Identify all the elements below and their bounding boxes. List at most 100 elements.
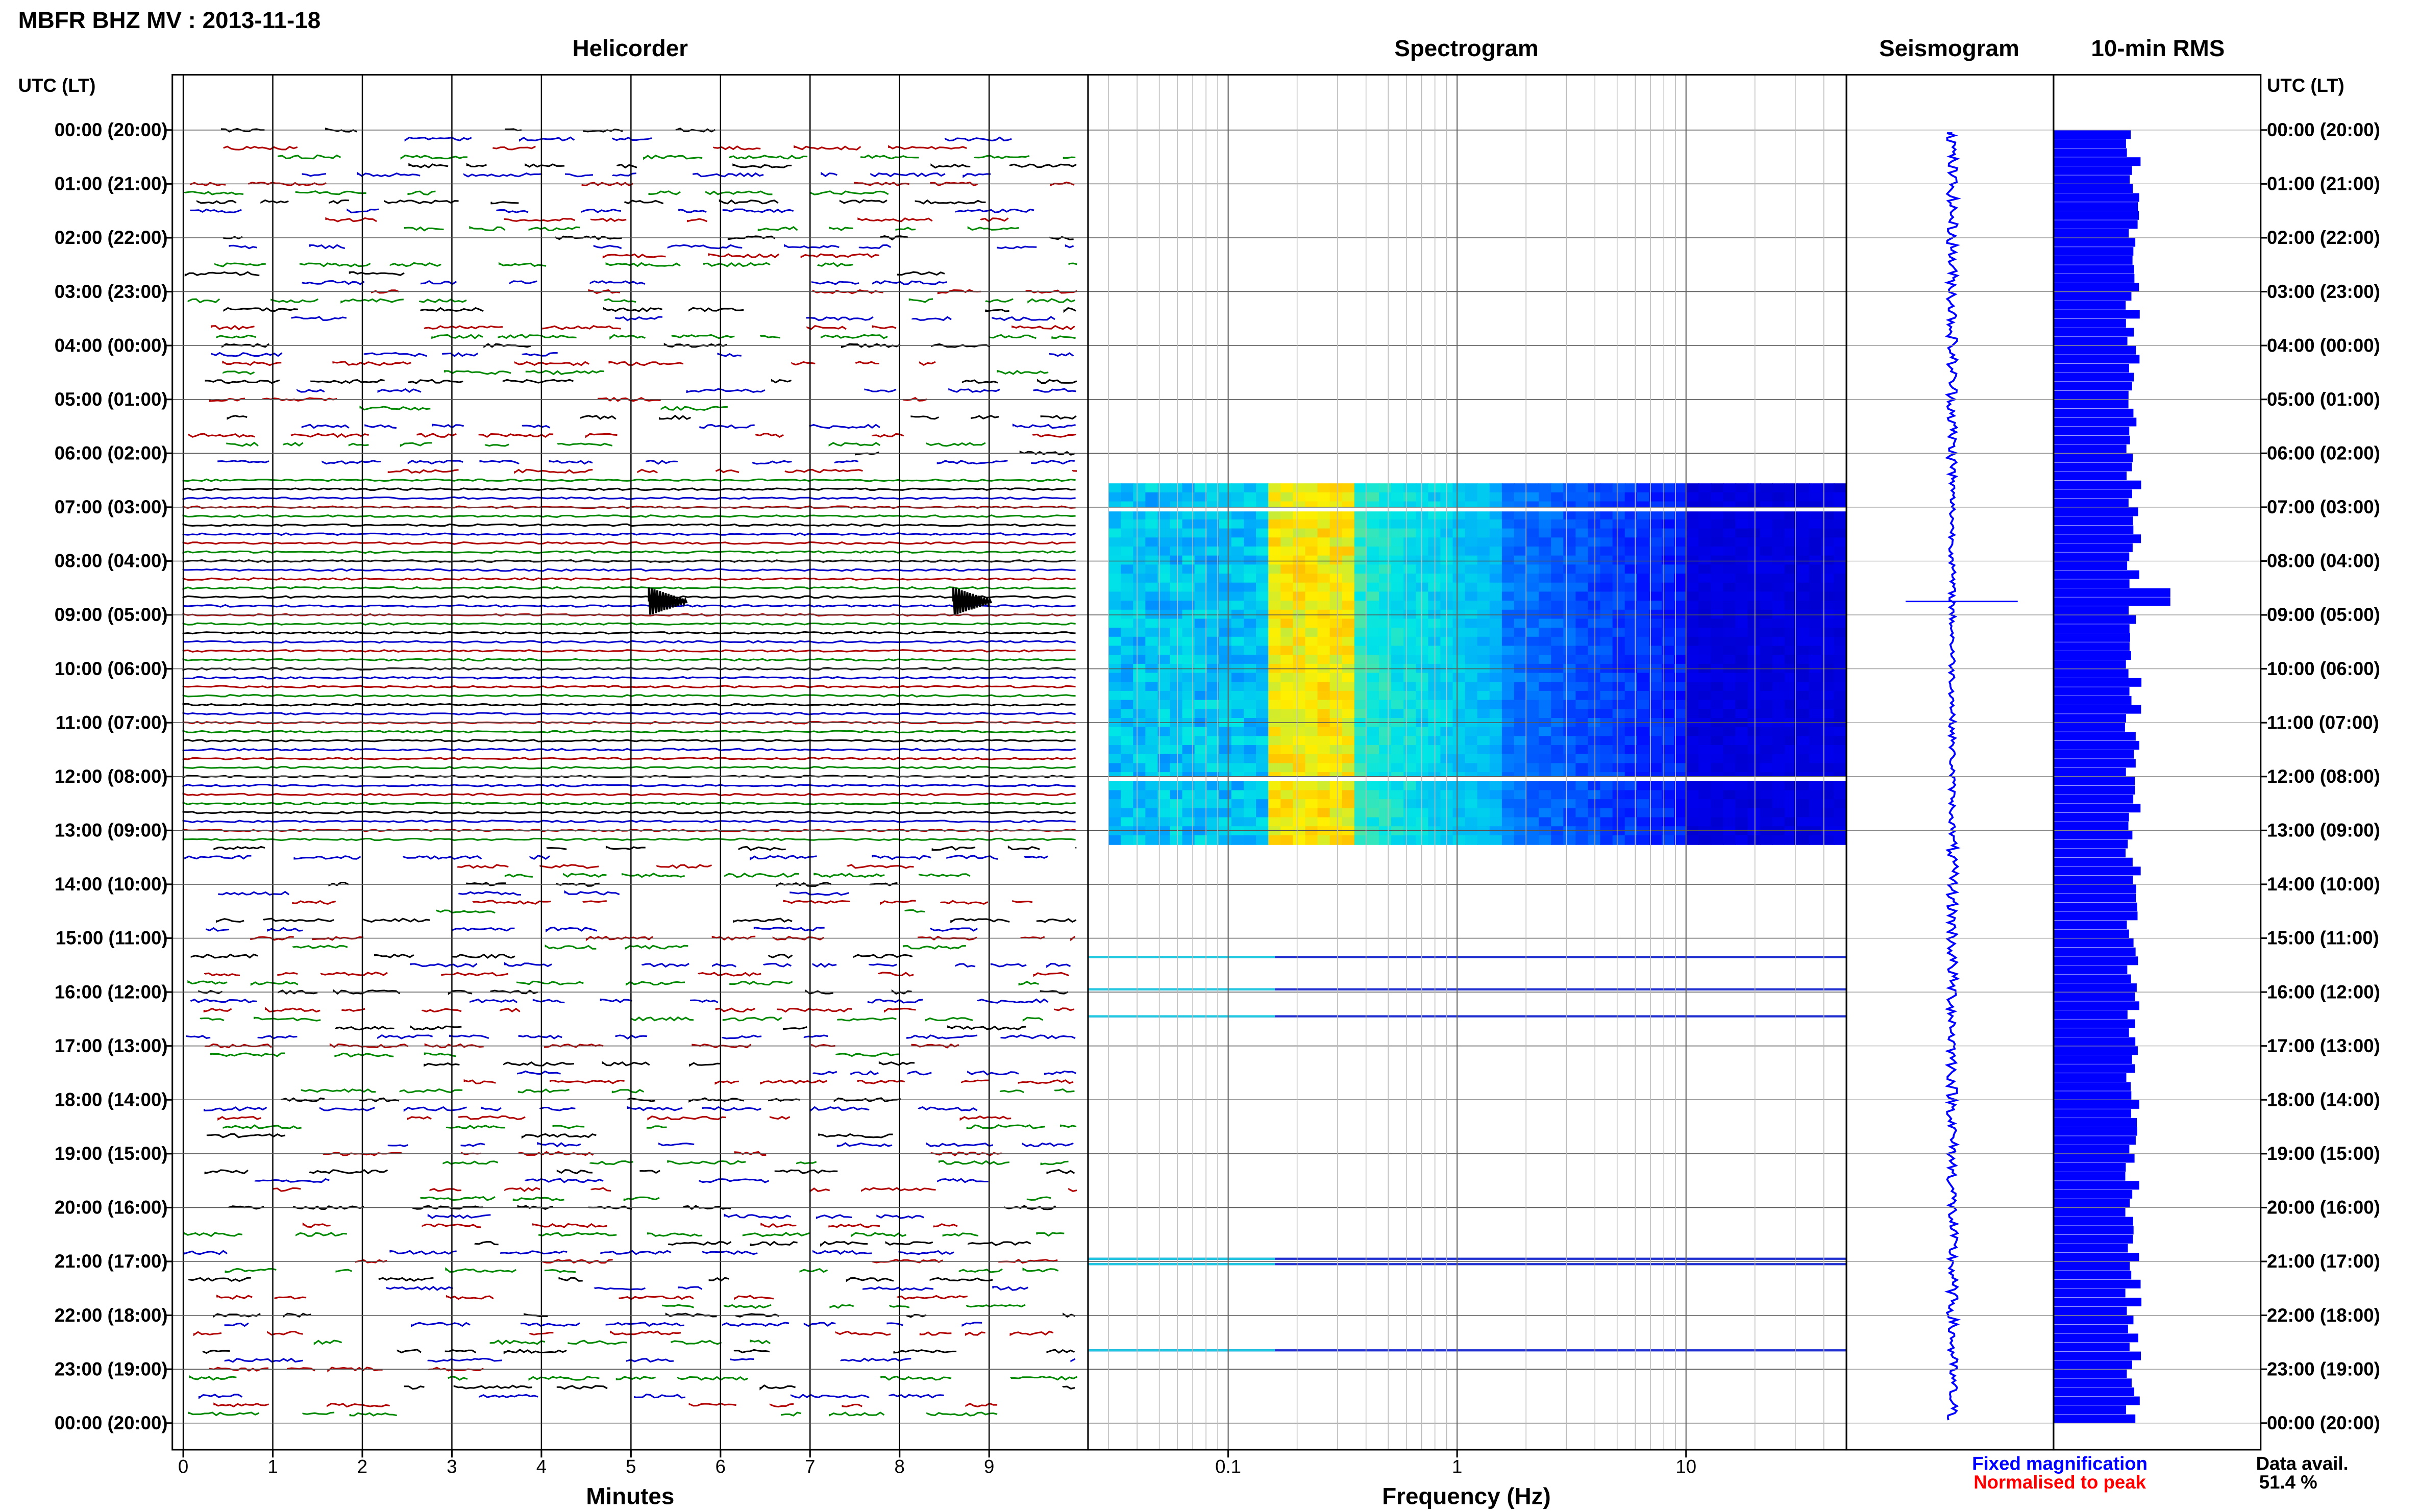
spectrogram-cell [1293,609,1306,619]
spectrogram-cell [1649,537,1663,548]
rms-bar [2053,1199,2130,1208]
spectrogram-cell [1624,618,1638,629]
spectrogram-cell [1280,817,1294,827]
helicorder-trace-segment [850,1070,879,1076]
spectrogram-cell [1244,492,1257,502]
spectrogram-cell [1452,808,1466,818]
spectrogram-cell [1452,709,1466,719]
spectrogram-cell [1403,574,1417,583]
helicorder-trace-segment [930,181,978,187]
spectrogram-cell [1133,574,1146,583]
spectrogram-cell [1145,763,1158,773]
spectrogram-cell [1206,483,1220,493]
spectrogram-cell [1354,646,1368,656]
helicorder-trace-segment [630,1016,694,1022]
spectrogram-cell [1108,628,1122,638]
spectrogram-cell [1477,628,1490,638]
spectrogram-cell [1501,655,1515,665]
spectrogram-cell [1133,700,1146,710]
spectrogram-cell [1809,817,1822,827]
spectrogram-cell [1280,618,1294,629]
spectrogram-cell [1501,781,1515,791]
helicorder-trace-segment [686,218,708,222]
spectrogram-cell [1378,628,1392,638]
spectrogram-cell [1342,601,1355,610]
helicorder-trace-segment [955,963,976,968]
spectrogram-cell [1256,574,1269,583]
spectrogram-cell [1256,601,1269,610]
rms-bar [2053,552,2130,561]
spectrogram-cell [1305,808,1318,818]
spectrogram-cell [1477,492,1490,502]
spectrogram-cell [1711,826,1724,836]
spectrogram-cell [1391,736,1404,746]
helicorder-trace-segment [295,190,366,195]
spectrogram-partial-low [1088,1349,1275,1352]
spectrogram-cell [1133,655,1146,665]
spectrogram-cell [1834,690,1847,701]
spectrogram-cell [1563,609,1576,619]
spectrogram-cell [1489,781,1503,791]
spectrogram-cell [1796,745,1810,755]
helicorder-trace-segment [296,389,325,393]
spectrogram-cell [1280,700,1294,710]
spectrogram-cell [1563,574,1576,583]
spectrogram-cell [1305,709,1318,719]
helicorder-trace-segment [213,1402,269,1408]
spectrogram-cell [1329,618,1343,629]
spectrogram-cell [1182,655,1195,665]
helicorder-trace-segment [1036,1232,1065,1237]
spectrogram-cell [1539,690,1552,701]
spectrogram-cell [1834,826,1847,836]
helicorder-trace-segment [660,406,728,411]
spectrogram-cell [1280,510,1294,520]
spectrogram-cell [1170,646,1183,656]
spectrogram-cell [1796,591,1810,602]
spectrogram-cell [1514,826,1527,836]
helicorder-trace-segment [260,199,289,204]
helicorder-trace-segment [1040,414,1077,420]
spectrogram-cell [1551,564,1564,575]
helicorder-trace-segment [291,316,347,321]
spectrogram-cell [1796,564,1810,575]
spectrogram-cell [1170,745,1183,755]
spectrogram-cell [1366,826,1380,836]
spectrogram-cell [1157,537,1171,548]
spectrogram-cell [1182,528,1195,538]
rms-bar [2053,678,2142,687]
helicorder-trace-segment [229,244,257,250]
spectrogram-cell [1317,700,1330,710]
spectrogram-cell [1526,646,1540,656]
spectrogram-cell [1489,808,1503,818]
spectrogram-cell [1637,483,1650,493]
rms-bar [2053,651,2131,660]
spectrogram-cell [1649,564,1663,575]
spectrogram-cell [1391,745,1404,755]
spectrogram-cell [1206,628,1220,638]
spectrogram-cell [1231,763,1245,773]
helicorder-trace-segment [835,1052,899,1057]
spectrogram-cell [1170,528,1183,538]
spectrogram-cell [1575,826,1589,836]
spectrogram-cell [1317,808,1330,818]
helicorder-trace-segment [389,262,441,267]
spectrogram-cell [1219,745,1232,755]
spectrogram-cell [1711,835,1724,845]
rms-bar [2053,956,2138,965]
spectrogram-cell [1378,609,1392,619]
spectrogram-cell [1354,754,1368,764]
spectrogram-cell [1760,817,1773,827]
time-tick-label: 19:00 (15:00) [55,1143,168,1164]
helicorder-trace-segment [514,361,589,366]
spectrogram-cell [1182,601,1195,610]
spectrogram-cell [1231,618,1245,629]
helicorder-trace-segment [997,369,1049,375]
spectrogram-cell [1723,555,1736,565]
spectrogram-cell [1170,808,1183,818]
helicorder-trace-segment [946,855,998,860]
spectrogram-cell [1354,673,1368,683]
spectrogram-cell [1674,537,1687,548]
time-tick-label-right: 07:00 (03:00) [2267,497,2380,517]
spectrogram-cell [1526,727,1540,737]
spectrogram-cell [1526,537,1540,548]
